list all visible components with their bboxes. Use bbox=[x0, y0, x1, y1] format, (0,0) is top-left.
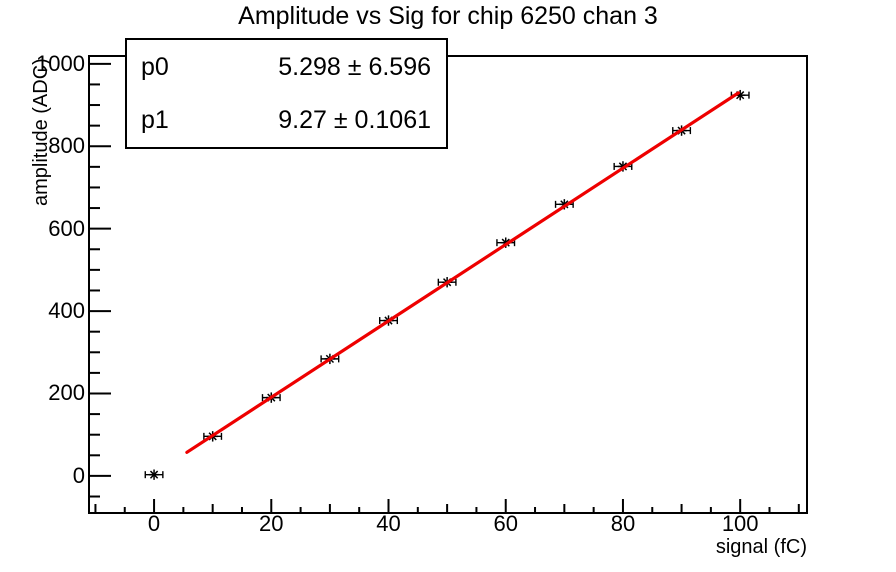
y-tick-label: 600 bbox=[48, 215, 85, 241]
x-tick-label: 20 bbox=[259, 511, 284, 536]
fit-stats-box: p0 5.298 ± 6.596 p1 9.27 ± 0.1061 bbox=[125, 38, 448, 149]
y-tick-label: 0 bbox=[72, 462, 85, 488]
stats-row-p0: p0 5.298 ± 6.596 bbox=[127, 53, 446, 81]
y-tick-label: 400 bbox=[48, 298, 85, 324]
x-tick-label: 100 bbox=[721, 511, 759, 536]
param-name: p1 bbox=[141, 106, 169, 135]
data-point-marker bbox=[149, 470, 159, 479]
param-name: p0 bbox=[141, 52, 169, 81]
stats-row-p1: p1 9.27 ± 0.1061 bbox=[127, 106, 446, 134]
y-tick-label: 200 bbox=[48, 380, 85, 406]
x-tick-label: 60 bbox=[493, 511, 518, 536]
y-tick-label: 1000 bbox=[36, 50, 85, 76]
x-tick-label: 0 bbox=[147, 511, 161, 536]
chart-title: Amplitude vs Sig for chip 6250 chan 3 bbox=[238, 2, 658, 30]
param-value: 9.27 ± 0.1061 bbox=[278, 106, 431, 135]
x-axis-title: signal (fC) bbox=[715, 536, 807, 558]
data-point-marker bbox=[736, 91, 745, 100]
x-tick-label: 40 bbox=[376, 511, 401, 536]
y-axis-title: amplitude (ADC) bbox=[30, 58, 52, 206]
fit-line bbox=[185, 91, 741, 454]
y-tick-label: 800 bbox=[48, 133, 85, 159]
param-value: 5.298 ± 6.596 bbox=[278, 52, 431, 81]
x-tick-label: 80 bbox=[610, 511, 636, 536]
